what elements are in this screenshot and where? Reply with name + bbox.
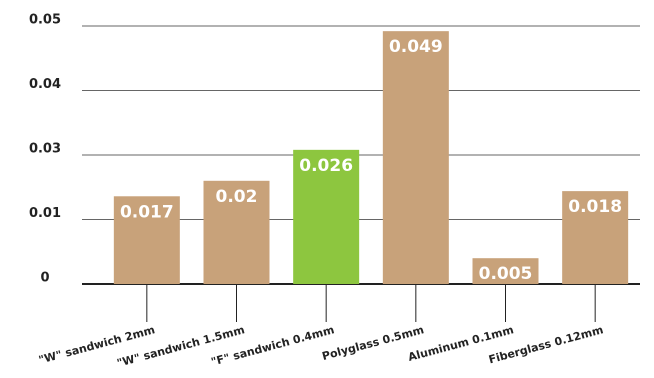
y-tick-label: 0.04 — [29, 77, 61, 92]
bar — [113, 196, 180, 284]
bar — [203, 180, 270, 284]
value-label: 0.026 — [299, 156, 353, 176]
y-tick-label: 0.05 — [29, 13, 61, 28]
value-label: 0.02 — [216, 187, 258, 207]
bar — [472, 258, 539, 284]
bar — [293, 149, 360, 284]
y-tick-label: 0.03 — [29, 142, 61, 157]
value-label: 0.018 — [568, 197, 622, 217]
bar — [382, 31, 449, 284]
bar — [562, 191, 629, 284]
y-tick-label: 0 — [40, 271, 49, 286]
value-label: 0.017 — [120, 202, 174, 222]
y-tick-label: 0.01 — [29, 206, 61, 221]
value-label: 0.049 — [389, 37, 443, 57]
value-label: 0.005 — [479, 264, 533, 284]
